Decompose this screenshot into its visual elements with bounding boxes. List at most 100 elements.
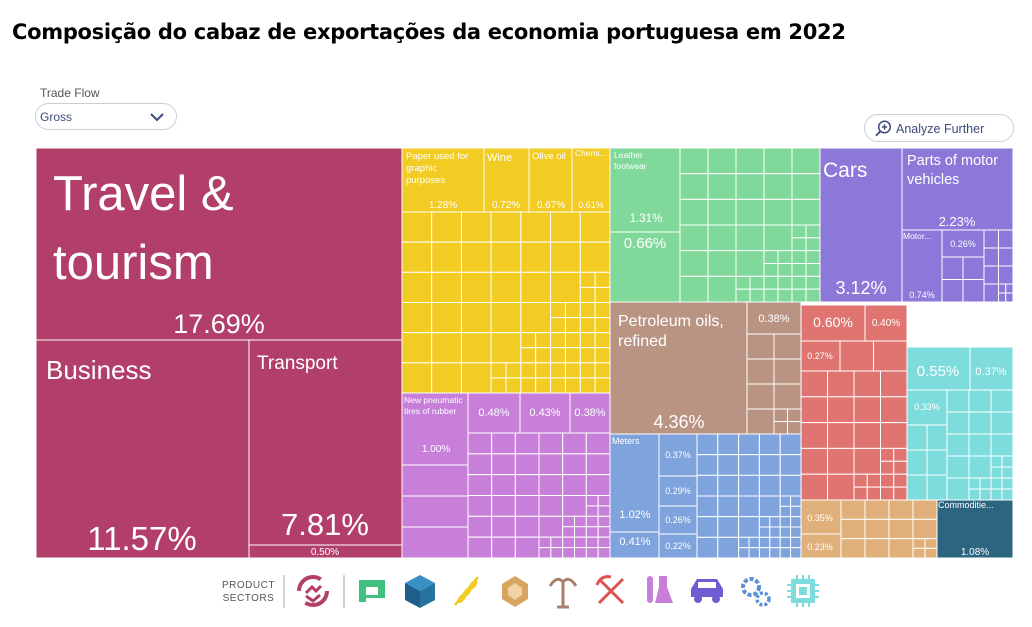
product-tile[interactable] xyxy=(431,271,462,304)
tile-chemicals-3[interactable] xyxy=(569,392,611,434)
product-tile[interactable] xyxy=(791,173,821,200)
product-tile[interactable] xyxy=(401,464,469,497)
product-tile[interactable] xyxy=(431,332,462,364)
tile-vehicles-0[interactable] xyxy=(819,147,903,303)
product-tile[interactable] xyxy=(839,340,874,372)
product-tile[interactable] xyxy=(490,271,522,304)
product-tile[interactable] xyxy=(800,396,828,424)
product-tile[interactable] xyxy=(763,224,793,252)
product-tile[interactable] xyxy=(746,383,775,410)
tile-electronics-2[interactable] xyxy=(906,389,948,426)
product-tile[interactable] xyxy=(401,526,469,559)
product-tile[interactable] xyxy=(735,224,765,252)
tile-machinery-1[interactable] xyxy=(609,531,660,559)
product-tile[interactable] xyxy=(401,495,469,528)
product-tile[interactable] xyxy=(962,279,985,303)
product-tile[interactable] xyxy=(401,271,433,304)
tile-agriculture-0[interactable] xyxy=(401,147,485,213)
analyze-further-button[interactable]: Analyze Further xyxy=(864,114,1014,142)
machinery-box-icon[interactable] xyxy=(405,575,435,608)
machinery-gears-icon[interactable] xyxy=(741,577,771,607)
product-tile[interactable] xyxy=(1005,292,1014,303)
tile-services-3[interactable] xyxy=(248,544,403,559)
product-sectors-label-line1: PRODUCT xyxy=(222,580,275,591)
tile-services-1[interactable] xyxy=(35,339,250,559)
trade-flow-select[interactable]: Gross xyxy=(35,103,177,130)
product-tile[interactable] xyxy=(827,473,855,501)
tile-label-vehicles-1: Parts of motor xyxy=(907,153,998,169)
product-tile[interactable] xyxy=(735,198,765,226)
tile-machinery-5[interactable] xyxy=(658,533,698,559)
tile-vehicles-1[interactable] xyxy=(901,147,1014,231)
tile-value-electronics-1: 0.37% xyxy=(975,366,1006,378)
services-icon[interactable] xyxy=(297,575,329,607)
product-tile[interactable] xyxy=(827,396,855,424)
tile-electronics-1[interactable] xyxy=(969,346,1014,391)
tile-value-metals-1: 0.40% xyxy=(872,318,900,329)
product-tile[interactable] xyxy=(853,447,881,475)
tile-label-agriculture-0: graphic xyxy=(406,163,437,174)
product-tile[interactable] xyxy=(460,362,492,394)
product-tile[interactable] xyxy=(735,173,765,200)
product-tile[interactable] xyxy=(460,332,492,364)
tile-textiles-1[interactable] xyxy=(609,231,681,303)
product-tile[interactable] xyxy=(520,241,552,273)
product-tile[interactable] xyxy=(460,241,492,273)
tile-electronics-0[interactable] xyxy=(906,346,971,391)
electronics-chip-icon[interactable] xyxy=(787,575,819,607)
agriculture-wheat-icon[interactable] xyxy=(454,576,479,606)
tile-value-services-3: 0.50% xyxy=(311,547,339,558)
stone-icon[interactable] xyxy=(502,576,528,607)
product-tile[interactable] xyxy=(707,173,737,200)
product-tile[interactable] xyxy=(579,241,611,273)
textiles-icon[interactable] xyxy=(359,580,385,602)
tile-vehicles-2[interactable] xyxy=(901,229,943,303)
tile-metals-2[interactable] xyxy=(800,340,841,372)
tile-stone-1[interactable] xyxy=(800,533,842,559)
product-tile[interactable] xyxy=(763,173,793,200)
product-tile[interactable] xyxy=(550,271,581,304)
tile-stone-0[interactable] xyxy=(800,499,842,535)
tile-textiles-0[interactable] xyxy=(609,147,681,233)
product-tile[interactable] xyxy=(880,396,908,424)
tile-value-machinery-1: 0.41% xyxy=(619,536,650,548)
product-tile[interactable] xyxy=(460,211,492,243)
product-tile[interactable] xyxy=(550,241,581,273)
product-tile[interactable] xyxy=(853,422,881,449)
tile-services-0[interactable] xyxy=(35,147,403,341)
tile-label-other-0: Commoditie... xyxy=(938,500,994,510)
product-tile[interactable] xyxy=(490,302,522,334)
tile-chemicals-0[interactable] xyxy=(401,392,469,466)
tile-chemicals-1[interactable] xyxy=(467,392,521,434)
tile-machinery-0[interactable] xyxy=(609,433,660,533)
product-tile[interactable] xyxy=(791,198,821,226)
tile-value-metals-0: 0.60% xyxy=(813,314,853,330)
product-tile[interactable] xyxy=(880,422,908,449)
product-tile[interactable] xyxy=(791,147,821,175)
tile-other-0[interactable] xyxy=(936,499,1014,559)
product-tile[interactable] xyxy=(520,271,552,304)
metals-pickaxe-icon[interactable] xyxy=(595,575,625,605)
tile-agriculture-3[interactable] xyxy=(571,147,611,213)
product-tile[interactable] xyxy=(827,370,855,398)
tile-machinery-2[interactable] xyxy=(658,433,698,477)
tile-machinery-3[interactable] xyxy=(658,475,698,507)
vehicles-car-icon[interactable] xyxy=(691,579,723,603)
product-tile[interactable] xyxy=(773,358,802,385)
product-tile[interactable] xyxy=(763,147,793,175)
product-tile[interactable] xyxy=(679,275,709,303)
tile-services-2[interactable] xyxy=(248,339,403,546)
product-tile[interactable] xyxy=(707,250,737,277)
tile-minerals-0[interactable] xyxy=(609,301,748,435)
tile-metals-1[interactable] xyxy=(864,304,908,342)
product-tile[interactable] xyxy=(431,362,462,394)
tile-minerals-1[interactable] xyxy=(746,301,802,335)
minerals-palm-icon[interactable] xyxy=(548,577,578,609)
tile-value-textiles-0: 1.31% xyxy=(630,213,663,225)
tile-vehicles-3[interactable] xyxy=(941,229,985,258)
chemicals-flask-icon[interactable] xyxy=(647,576,673,603)
tile-agriculture-1[interactable] xyxy=(483,147,530,213)
tile-chemicals-2[interactable] xyxy=(519,392,571,434)
product-tile[interactable] xyxy=(873,340,908,372)
